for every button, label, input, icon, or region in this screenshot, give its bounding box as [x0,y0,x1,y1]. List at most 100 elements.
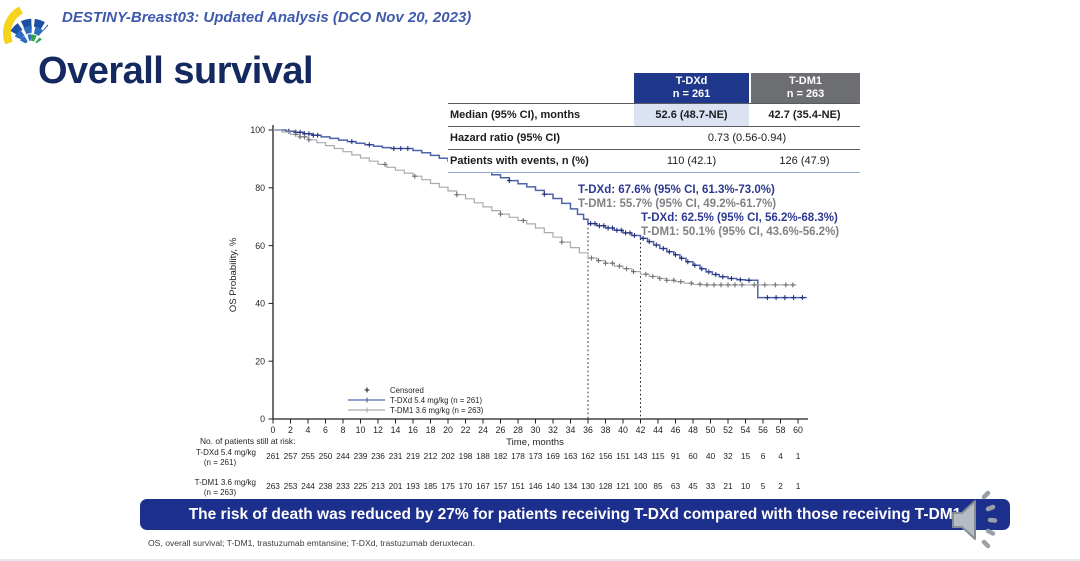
x-tick-label: 16 [408,425,418,435]
annotation-42mo-tdxd: T-DXd: 62.5% (95% CI, 56.2%-68.3%) [641,212,838,224]
events-tdxd-value: 110 (42.1) [666,155,717,167]
risk-count: 182 [493,450,508,461]
risk-count: 151 [511,480,525,491]
censor-mark-tdm1 [678,279,684,285]
risk-count: 167 [476,480,490,491]
x-tick-label: 22 [461,425,471,435]
tdm1-n-label: n = 263 [786,88,825,100]
risk-count: 225 [353,480,368,491]
censor-mark-tdxd [596,223,602,229]
legend-plus-icon [364,397,370,403]
censor-mark-tdm1 [596,258,601,264]
censor-mark-tdm1 [725,282,731,288]
censor-mark-tdxd [405,146,411,151]
censor-mark-tdm1 [762,282,768,288]
risk-count: 121 [616,480,630,491]
legend-plus-icon [364,387,370,393]
risk-count: 156 [598,450,613,461]
x-tick-label: 2 [288,425,293,435]
x-tick-label: 56 [758,425,768,435]
censor-mark-tdm1 [302,134,307,140]
x-tick-label: 8 [341,425,346,435]
x-tick-label: 32 [548,425,558,435]
risk-count: 193 [406,480,420,491]
censor-mark-tdxd [764,295,770,301]
censor-mark-tdxd [506,178,512,184]
risk-row-label: T-DM1 3.6 mg/kg (n = 263) [194,478,256,497]
x-tick-label: 36 [583,425,593,435]
censor-mark-tdm1 [610,260,615,266]
risk-count: 45 [688,480,698,491]
x-tick-label: 20 [443,425,453,435]
page-title: Overall survival [38,50,314,92]
censor-mark-tdxd [315,132,321,138]
table-row-hazard-ratio: Hazard ratio (95% CI) 0.73 (0.56-0.94) [448,126,860,149]
abbreviations-footnote: OS, overall survival; T-DM1, trastuzumab… [148,538,475,548]
censor-mark-tdm1 [520,218,526,223]
censor-mark-tdxd [610,225,615,231]
speaker-sound-waves [981,490,998,549]
censor-mark-tdxd [673,252,678,258]
risk-count: 233 [336,480,350,491]
censor-mark-tdm1 [697,281,703,287]
censor-mark-tdxd [310,132,316,138]
median-tdm1-value: 42.7 (35.4-NE) [768,109,841,121]
censor-mark-tdm1 [772,282,778,288]
risk-count: 10 [740,480,751,491]
censor-mark-tdm1 [624,266,629,272]
risk-count: 1 [795,480,801,491]
risk-count: 255 [301,450,315,461]
risk-count: 140 [546,480,560,491]
x-tick-label: 6 [323,425,328,435]
risk-count: 257 [283,450,298,461]
x-tick-label: 24 [478,425,488,435]
median-tdxd-value: 52.6 (48.7-NE) [634,104,749,126]
censor-mark-tdxd [627,230,633,236]
censor-mark-tdm1 [306,137,312,143]
tdxd-n-label: n = 261 [672,88,711,100]
censor-mark-tdm1 [631,269,636,275]
summary-table-header-row: T-DXd n = 261 T-DM1 n = 263 [448,73,860,103]
risk-count: 175 [441,480,455,491]
x-tick-label: 28 [513,425,523,435]
censor-mark-tdm1 [589,255,594,261]
censor-mark-tdm1 [657,276,663,281]
censor-mark-tdm1 [664,277,670,283]
risk-count: 244 [301,480,315,491]
risk-count: 261 [266,450,280,461]
censor-mark-tdxd [605,225,611,231]
censor-mark-tdxd [773,295,779,301]
censor-mark-tdxd [782,295,788,301]
censor-mark-tdxd [685,259,691,265]
censor-mark-tdxd [306,131,312,137]
censor-mark-tdxd [349,139,355,145]
censor-mark-tdxd [640,235,646,241]
y-tick-label: 40 [255,299,265,309]
legend-plus-icon [364,407,370,413]
x-tick-label: 44 [653,425,663,435]
censor-mark-tdm1 [688,280,694,286]
x-tick-label: 54 [741,425,751,435]
censor-mark-tdm1 [650,274,656,279]
censor-mark-tdxd [729,276,734,281]
x-tick-label: 52 [723,425,733,435]
column-header-tdm1: T-DM1 n = 263 [749,73,860,103]
km-curve-tdm1 [273,129,797,286]
risk-count: 202 [441,450,455,461]
table-row-median: Median (95% CI), months 52.6 (48.7-NE) 4… [448,103,860,126]
risk-count: 173 [528,450,543,461]
y-tick-label: 0 [260,414,265,424]
x-tick-label: 4 [306,425,311,435]
logo-middle-blue-arc [14,26,45,40]
key-message-text: The risk of death was reduced by 27% for… [188,505,962,523]
x-axis-label: Time, months [506,437,564,448]
speaker-icon[interactable] [941,489,1009,551]
risk-count: 1 [795,450,801,461]
x-tick-label: 10 [356,425,366,435]
risk-count: 151 [616,450,630,461]
logo-outer-blue-arc [10,18,48,36]
risk-count: 178 [511,450,525,461]
censor-mark-tdxd [737,277,743,283]
x-tick-label: 0 [271,425,276,435]
